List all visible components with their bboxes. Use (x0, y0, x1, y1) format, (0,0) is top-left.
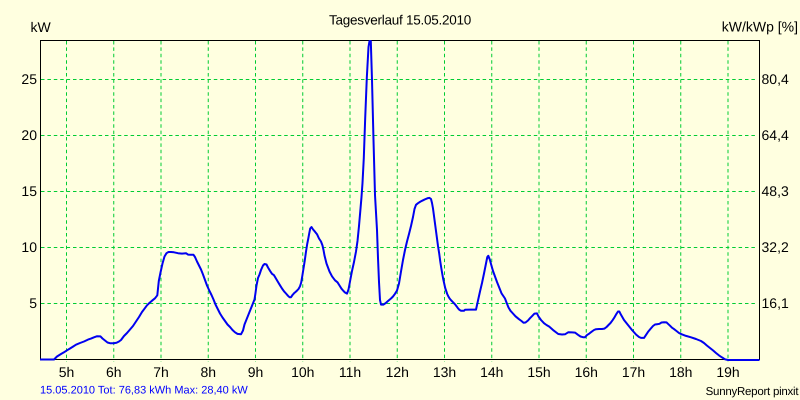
svg-text:32,2: 32,2 (762, 239, 789, 255)
svg-text:80,4: 80,4 (762, 71, 789, 87)
svg-text:17h: 17h (622, 364, 645, 380)
svg-text:15: 15 (21, 183, 37, 199)
svg-text:16,1: 16,1 (762, 295, 789, 311)
svg-text:5h: 5h (59, 364, 75, 380)
svg-text:13h: 13h (433, 364, 456, 380)
svg-text:8h: 8h (200, 364, 216, 380)
svg-text:10: 10 (21, 239, 37, 255)
svg-text:19h: 19h (716, 364, 739, 380)
svg-text:15h: 15h (527, 364, 550, 380)
svg-text:11h: 11h (339, 364, 361, 380)
svg-text:Tagesverlauf 15.05.2010: Tagesverlauf 15.05.2010 (329, 12, 471, 27)
svg-text:kW: kW (31, 19, 52, 35)
svg-text:48,3: 48,3 (762, 183, 789, 199)
svg-text:18h: 18h (669, 364, 692, 380)
svg-text:16h: 16h (575, 364, 598, 380)
svg-text:5: 5 (29, 295, 37, 311)
svg-text:14h: 14h (480, 364, 503, 380)
svg-text:15.05.2010 Tot: 76,83 kWh Max:: 15.05.2010 Tot: 76,83 kWh Max: 28,40 kW (40, 385, 248, 397)
svg-text:6h: 6h (106, 364, 122, 380)
svg-text:kW/kWp [%]: kW/kWp [%] (722, 19, 798, 35)
svg-text:64,4: 64,4 (762, 127, 789, 143)
svg-text:12h: 12h (386, 364, 409, 380)
svg-text:10h: 10h (291, 364, 314, 380)
svg-text:SunnyReport pinxit: SunnyReport pinxit (706, 386, 800, 398)
svg-text:9h: 9h (248, 364, 264, 380)
svg-text:25: 25 (21, 71, 37, 87)
svg-text:20: 20 (21, 127, 37, 143)
svg-text:7h: 7h (153, 364, 169, 380)
